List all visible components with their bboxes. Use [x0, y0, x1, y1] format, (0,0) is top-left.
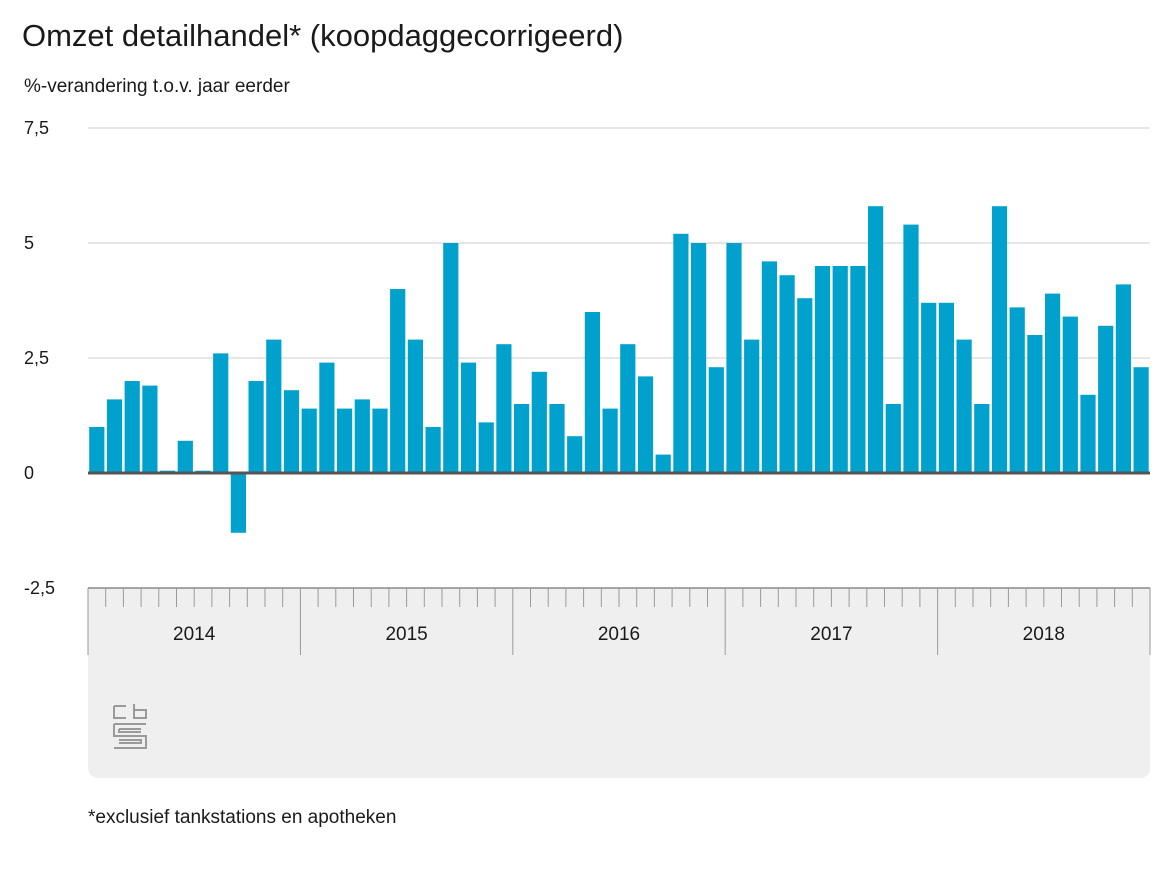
- bar: [460, 362, 477, 473]
- bar: [89, 427, 105, 473]
- bar: [1062, 316, 1078, 473]
- y-axis-label: %-verandering t.o.v. jaar eerder: [24, 76, 290, 97]
- y-tick-label: 7,5: [24, 118, 49, 138]
- bar: [761, 261, 777, 473]
- y-tick-label: -2,5: [24, 578, 55, 598]
- bar: [142, 385, 158, 473]
- bar: [744, 339, 760, 473]
- bar: [177, 440, 193, 473]
- x-axis-panel: [88, 588, 1150, 778]
- bar: [478, 422, 494, 473]
- bar: [708, 367, 724, 473]
- x-tick-label-year: 2016: [598, 624, 640, 645]
- bar-chart: 7,5 5 2,5 0 -2,5 2014 2015 2016 2017 2018: [24, 118, 1151, 655]
- bar: [372, 408, 388, 473]
- bar: [301, 408, 317, 473]
- bar: [584, 312, 600, 473]
- bar: [425, 427, 441, 473]
- bar: [1133, 367, 1149, 473]
- bar: [850, 266, 866, 473]
- bar: [514, 404, 530, 473]
- x-tick-label-year: 2017: [810, 624, 852, 645]
- bar: [903, 224, 919, 473]
- bar: [1009, 307, 1025, 473]
- bar: [1080, 394, 1096, 473]
- bar: [390, 289, 406, 473]
- bar: [797, 298, 813, 473]
- bar: [1027, 335, 1043, 473]
- bar: [407, 339, 423, 473]
- x-tick-label-year: 2015: [385, 624, 427, 645]
- bar: [868, 206, 884, 473]
- bar: [213, 353, 229, 473]
- bar: [991, 206, 1008, 473]
- bar: [567, 436, 583, 473]
- bar: [779, 275, 795, 473]
- bar: [266, 339, 282, 473]
- bar: [620, 344, 636, 473]
- y-tick-label: 2,5: [24, 348, 49, 368]
- x-tick-label-year: 2014: [173, 624, 216, 645]
- bar: [1045, 293, 1061, 473]
- footnote: *exclusief tankstations en apotheken: [88, 807, 397, 828]
- bar: [655, 454, 671, 473]
- bar: [549, 404, 565, 473]
- bar: [230, 473, 246, 533]
- cbs-logo-icon: [113, 704, 147, 749]
- bar: [106, 399, 123, 473]
- bar: [921, 302, 937, 473]
- bar: [885, 404, 901, 473]
- bar: [124, 381, 140, 473]
- bar: [637, 376, 654, 473]
- bar: [248, 381, 264, 473]
- x-tick-label-year: 2018: [1023, 624, 1065, 645]
- bar: [1115, 284, 1131, 473]
- bar: [691, 243, 707, 473]
- y-tick-label: 5: [24, 233, 34, 253]
- bar: [814, 266, 831, 473]
- bar: [673, 233, 689, 473]
- bar: [832, 266, 848, 473]
- bar: [283, 390, 300, 473]
- bar: [974, 404, 990, 473]
- bar: [531, 371, 547, 473]
- bar: [496, 344, 512, 473]
- bar: [319, 362, 335, 473]
- bar: [443, 243, 459, 473]
- bar: [956, 339, 972, 473]
- y-tick-label: 0: [24, 463, 34, 483]
- bar: [938, 302, 954, 473]
- chart-title: Omzet detailhandel* (koopdaggecorrigeerd…: [22, 18, 624, 53]
- bar: [602, 408, 618, 473]
- bar: [1098, 325, 1114, 473]
- bar: [337, 408, 353, 473]
- bar: [726, 243, 742, 473]
- bar: [354, 399, 370, 473]
